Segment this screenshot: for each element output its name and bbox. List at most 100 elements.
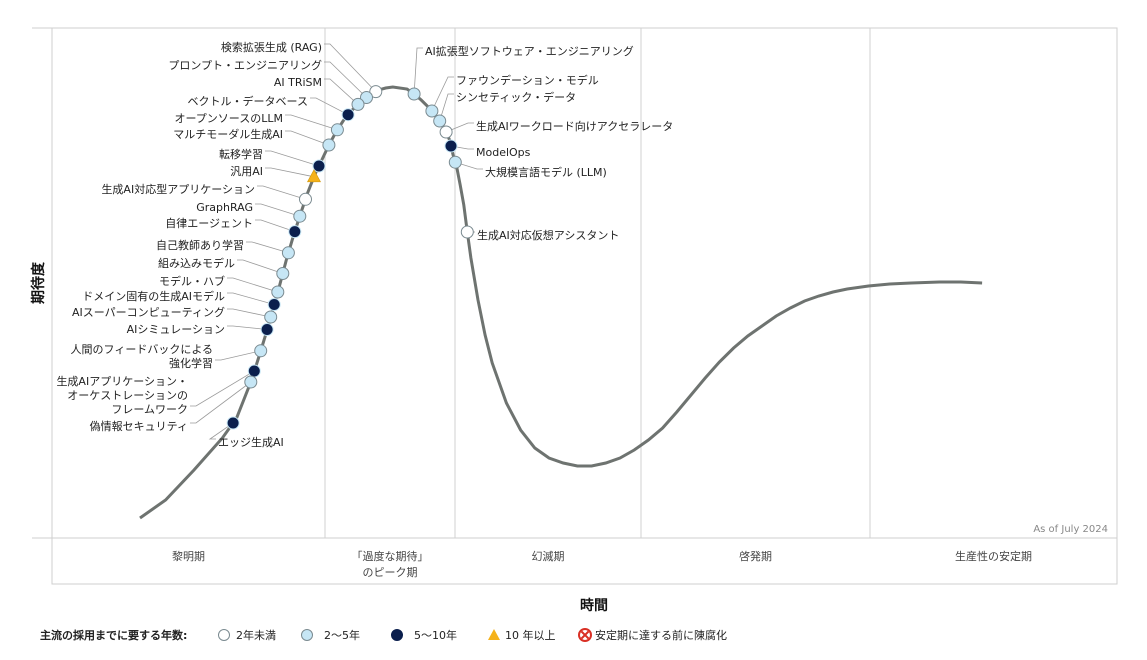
technology-label: 強化学習 (169, 356, 213, 370)
y-axis-title: 期待度 (30, 261, 47, 304)
leader-line (431, 76, 454, 112)
label-leader-lines (190, 43, 483, 440)
technology-label: オーケストレーションの (67, 389, 188, 402)
leader-line (285, 114, 338, 131)
technology-label: 汎用AI (230, 164, 263, 178)
phase-label-1: 「過度な期待」 (352, 549, 429, 563)
marker-lt2 (299, 192, 312, 206)
leader-line (190, 370, 255, 407)
legend-marker-obsolete (578, 628, 592, 642)
technology-label: フレームワーク (111, 403, 188, 416)
leader-line (246, 241, 289, 254)
leader-line (208, 422, 234, 440)
marker-5to10 (341, 108, 355, 122)
leader-line (439, 93, 454, 122)
technology-label: ファウンデーション・モデル (456, 73, 599, 87)
marker-2to5 (360, 91, 373, 104)
phase-label-4: 生産性の安定期 (955, 549, 1032, 563)
leader-line (324, 78, 359, 105)
technology-label: 生成AIアプリケーション・ (56, 374, 188, 388)
phase-band (51, 537, 1118, 585)
legend-label-gt10: 10 年以上 (505, 628, 556, 642)
technology-label: 人間のフィードバックによる (71, 343, 213, 356)
leader-line (255, 219, 295, 232)
technology-label: GraphRAG (196, 201, 253, 214)
technology-label: 検索拡張生成 (RAG) (221, 40, 322, 54)
marker-5to10 (260, 323, 274, 336)
leader-line (227, 325, 268, 330)
leader-line (413, 47, 423, 95)
technology-label: 生成AI対応仮想アシスタント (477, 228, 619, 242)
marker-lt2 (439, 125, 453, 139)
technology-label: 生成AI対応型アプリケーション (101, 182, 255, 196)
technology-label: ベクトル・データベース (188, 94, 308, 108)
technology-markers (226, 85, 474, 430)
technology-label: マルチモーダル生成AI (173, 127, 283, 141)
legend-label-2to5: 2～5年 (324, 628, 360, 642)
phase-label-2: 幻滅期 (532, 550, 565, 563)
marker-2to5 (407, 87, 421, 101)
marker-lt2 (369, 85, 383, 99)
leader-line (445, 122, 474, 133)
marker-2to5 (448, 155, 462, 169)
technology-label: AIスーパーコンピューティング (72, 305, 225, 319)
legend-label-5to10: 5～10年 (414, 628, 457, 642)
marker-2to5 (254, 344, 268, 358)
leader-line (190, 381, 252, 424)
marker-gt10 (306, 169, 321, 183)
technology-label: オープンソースのLLM (174, 112, 283, 125)
legend: 主流の採用までに要する年数: 2年未満 2～5年 5～10年 10 年以上 安定… (40, 628, 727, 642)
technology-label: AIシミュレーション (127, 323, 225, 336)
marker-5to10 (288, 225, 302, 239)
marker-5to10 (267, 298, 281, 311)
marker-5to10 (444, 139, 458, 153)
marker-2to5 (425, 104, 439, 118)
legend-title: 主流の採用までに要する年数: (40, 628, 187, 642)
phase-dividers (324, 28, 871, 538)
phase-label-0: 黎明期 (172, 549, 205, 563)
legend-marker-gt10 (488, 629, 500, 640)
marker-lt2 (460, 225, 474, 239)
technology-label: 転移学習 (219, 147, 263, 161)
technology-label: 自律エージェント (165, 217, 253, 230)
leader-line (265, 167, 315, 178)
phase-label-3: 啓発期 (739, 549, 772, 563)
marker-2to5 (330, 123, 344, 137)
legend-marker-2to5 (301, 629, 313, 641)
technology-label: AI拡張型ソフトウェア・エンジニアリング (425, 44, 634, 58)
leader-line (455, 161, 483, 170)
technology-label: 偽情報セキュリティ (90, 419, 188, 433)
leader-line (237, 259, 283, 274)
marker-2to5 (433, 114, 447, 128)
leader-line (227, 277, 278, 293)
leader-line (310, 97, 349, 116)
marker-2to5 (244, 375, 258, 389)
leader-line (215, 350, 261, 361)
phase-label-1: のピーク期 (363, 566, 418, 579)
leader-line (227, 308, 271, 318)
marker-2to5 (264, 310, 278, 324)
leader-line (324, 61, 367, 98)
leader-line (285, 130, 330, 146)
marker-2to5 (322, 138, 336, 152)
technology-label: プロンプト・エンジニアリング (168, 58, 322, 72)
legend-label-lt2: 2年未満 (236, 628, 276, 642)
marker-5to10 (312, 159, 326, 173)
leader-line (324, 43, 377, 92)
marker-2to5 (351, 97, 365, 111)
leader-line (257, 185, 306, 200)
phase-labels: 黎明期 「過度な期待」のピーク期 幻滅期 啓発期 生産性の安定期 (172, 549, 1032, 579)
legend-label-obsolete: 安定期に達する前に陳腐化 (595, 628, 727, 642)
leader-line (265, 150, 320, 167)
marker-2to5 (281, 246, 295, 260)
technology-label: エッジ生成AI (218, 435, 284, 449)
leader-line (255, 203, 300, 217)
x-axis-title: 時間 (580, 597, 608, 614)
marker-2to5 (271, 285, 285, 299)
marker-2to5 (276, 267, 290, 280)
technology-labels: 検索拡張生成 (RAG) プロンプト・エンジニアリング AI TRiSM ベクトル・デ… (56, 40, 673, 449)
marker-5to10 (226, 416, 240, 430)
technology-label: 大規模言語モデル (LLM) (485, 165, 607, 179)
technology-label: 自己教師あり学習 (156, 238, 244, 252)
